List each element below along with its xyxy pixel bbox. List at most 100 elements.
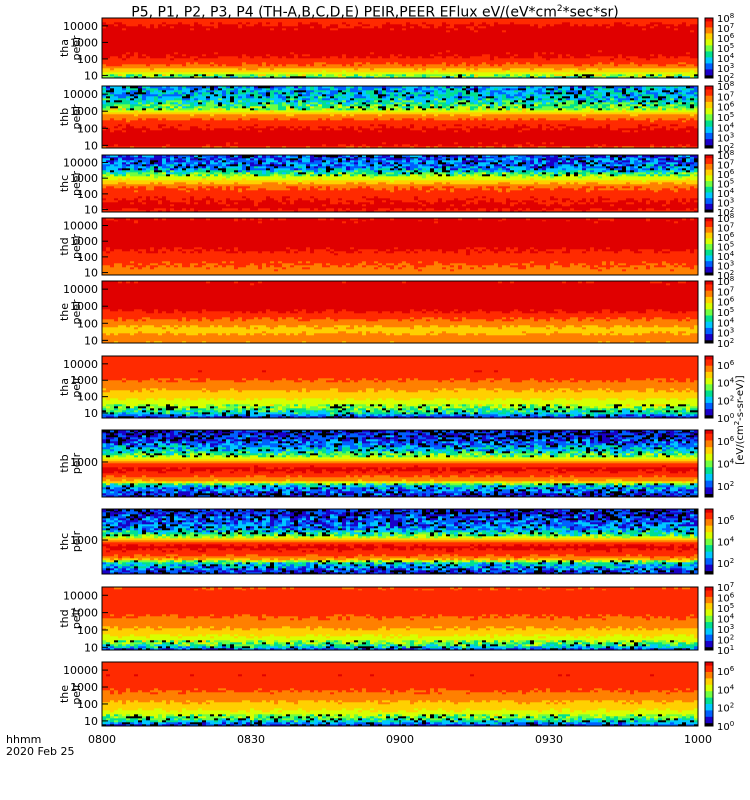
heat-cell bbox=[410, 98, 434, 101]
heat-cell bbox=[326, 208, 334, 211]
heat-cell bbox=[230, 186, 234, 189]
heat-cell bbox=[586, 210, 694, 213]
heat-cell bbox=[426, 170, 430, 173]
heat-cell bbox=[678, 104, 690, 107]
heat-cell bbox=[234, 94, 238, 97]
heat-cell bbox=[150, 104, 158, 107]
heat-cell bbox=[106, 128, 110, 131]
heat-cell bbox=[442, 182, 446, 185]
heat-cell bbox=[554, 172, 558, 175]
heat-cell bbox=[486, 200, 490, 203]
heat-cell bbox=[182, 88, 190, 91]
heat-cell bbox=[502, 160, 510, 163]
heat-cell bbox=[382, 100, 390, 103]
heat-cell bbox=[646, 88, 650, 91]
heat-cell bbox=[202, 106, 214, 109]
heat-cell bbox=[106, 186, 114, 189]
heat-cell bbox=[246, 170, 250, 173]
heat-cell bbox=[550, 52, 554, 55]
heat-cell bbox=[106, 26, 146, 29]
heat-cell bbox=[506, 251, 510, 254]
heat-cell bbox=[206, 200, 210, 203]
heat-cell bbox=[690, 76, 694, 79]
heat-cell bbox=[670, 158, 674, 161]
heat-cell bbox=[630, 114, 638, 117]
heat-cell bbox=[598, 94, 602, 97]
heat-cell bbox=[274, 74, 278, 77]
heat-cell bbox=[214, 52, 218, 55]
heat-cell bbox=[106, 126, 114, 129]
heat-cell bbox=[458, 155, 466, 158]
heat-cell bbox=[594, 98, 598, 101]
heat-cell bbox=[486, 96, 494, 99]
heat-cell bbox=[294, 114, 330, 117]
heat-cell bbox=[262, 106, 266, 109]
colorbar-segment bbox=[705, 24, 713, 26]
heat-cell bbox=[142, 118, 146, 121]
heat-cell bbox=[486, 102, 490, 105]
heat-cell bbox=[270, 261, 274, 264]
heat-cell bbox=[158, 126, 162, 129]
heat-cell bbox=[122, 263, 138, 266]
heat-cell bbox=[634, 100, 642, 103]
heat-cell bbox=[674, 88, 678, 91]
heat-cell bbox=[174, 56, 190, 59]
heat-cell bbox=[210, 162, 218, 165]
heat-cell bbox=[602, 106, 606, 109]
heat-cell bbox=[470, 247, 474, 250]
y-tick-label: 1000 bbox=[70, 172, 98, 185]
heat-cell bbox=[382, 90, 386, 93]
heat-cell bbox=[258, 74, 266, 77]
heat-cell bbox=[598, 269, 602, 272]
heat-cell bbox=[582, 158, 594, 161]
heat-cell bbox=[326, 94, 334, 97]
heat-cell bbox=[198, 106, 202, 109]
heat-cell bbox=[242, 114, 246, 117]
heat-cell bbox=[494, 96, 498, 99]
heat-cell bbox=[454, 24, 474, 27]
heat-cell bbox=[490, 64, 494, 67]
heat-cell bbox=[330, 202, 338, 205]
heat-cell bbox=[514, 170, 518, 173]
heat-cell bbox=[298, 88, 306, 91]
heat-cell bbox=[162, 247, 166, 250]
heat-cell bbox=[586, 98, 594, 101]
heat-cell bbox=[582, 265, 586, 268]
heat-cell bbox=[342, 202, 350, 205]
heat-cell bbox=[522, 90, 526, 93]
colorbar-tick-label: 103 bbox=[717, 62, 734, 75]
heat-cell bbox=[586, 249, 590, 252]
heat-cell bbox=[102, 36, 698, 39]
heat-cell bbox=[630, 94, 634, 97]
heat-cell bbox=[466, 104, 478, 107]
heat-cell bbox=[346, 170, 350, 173]
heat-cell bbox=[258, 204, 322, 207]
heat-cell bbox=[198, 164, 206, 167]
heat-cell bbox=[678, 144, 682, 147]
heat-cell bbox=[438, 162, 446, 165]
heat-cell bbox=[350, 104, 354, 107]
heat-cell bbox=[266, 102, 270, 105]
heat-cell bbox=[154, 162, 162, 165]
heat-cell bbox=[354, 26, 362, 29]
colorbar-segment bbox=[705, 206, 713, 209]
heat-cell bbox=[250, 263, 254, 266]
heat-cell bbox=[218, 263, 250, 266]
heat-cell bbox=[234, 261, 270, 264]
heat-cell bbox=[298, 74, 302, 77]
heat-cell bbox=[414, 26, 422, 29]
heat-cell bbox=[282, 182, 286, 185]
heat-cell bbox=[114, 94, 130, 97]
heat-cell bbox=[510, 108, 518, 111]
heat-cell bbox=[526, 158, 530, 161]
heat-cell bbox=[378, 100, 382, 103]
heat-cell bbox=[434, 54, 454, 57]
heat-cell bbox=[218, 166, 222, 169]
heat-cell bbox=[642, 100, 646, 103]
heat-cell bbox=[158, 265, 166, 268]
heat-cell bbox=[578, 188, 586, 191]
heat-cell bbox=[366, 96, 370, 99]
heat-cell bbox=[214, 100, 226, 103]
heat-cell bbox=[586, 174, 590, 177]
heat-cell bbox=[198, 94, 202, 97]
